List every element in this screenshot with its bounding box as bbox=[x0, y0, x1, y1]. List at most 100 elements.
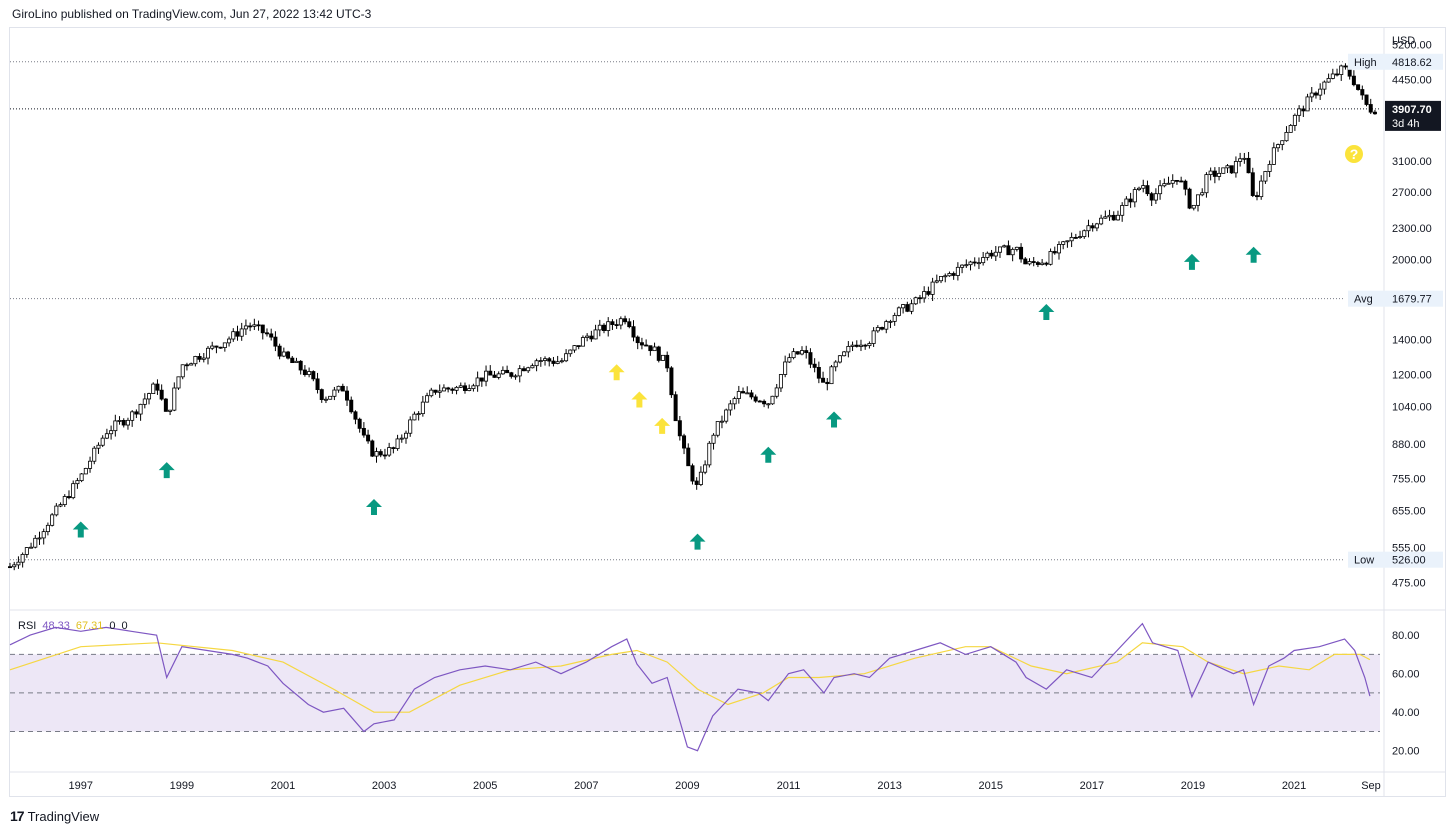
candle-body bbox=[660, 354, 665, 361]
candle-body bbox=[1111, 214, 1116, 221]
candles-layer bbox=[7, 60, 1377, 571]
rsi-tick-label: 40.00 bbox=[1392, 707, 1420, 719]
candle-body bbox=[1343, 65, 1348, 68]
rsi-ma-value: 67.31 bbox=[75, 620, 104, 632]
countdown-value: 3d 4h bbox=[1392, 118, 1420, 130]
candle-body bbox=[1149, 193, 1154, 201]
candle-body bbox=[854, 344, 859, 347]
candle-body bbox=[1217, 172, 1222, 177]
time-tick-label: 2009 bbox=[675, 780, 699, 792]
rsi-label: RSI bbox=[18, 620, 37, 632]
candle-body bbox=[45, 524, 50, 533]
candle-body bbox=[353, 411, 358, 420]
candle-body bbox=[29, 546, 34, 549]
rsi-extra-1: 0 bbox=[109, 620, 116, 632]
candle-body bbox=[559, 360, 564, 363]
candle-body bbox=[1246, 157, 1251, 174]
candle-body bbox=[1305, 96, 1310, 112]
candle-body bbox=[425, 395, 430, 403]
rsi-line bbox=[9, 622, 1371, 752]
candle-body bbox=[972, 261, 977, 264]
candle-body bbox=[1326, 78, 1331, 83]
candle-body bbox=[922, 291, 927, 299]
candle-body bbox=[1372, 111, 1377, 115]
publish-info: GiroLino published on TradingView.com, J… bbox=[12, 7, 372, 21]
candle-body bbox=[467, 388, 472, 391]
candle-body bbox=[315, 378, 320, 391]
candle-body bbox=[947, 273, 952, 277]
price-tick-label: 555.00 bbox=[1392, 543, 1426, 555]
candle-body bbox=[1137, 187, 1142, 190]
candle-body bbox=[75, 480, 80, 485]
candle-body bbox=[1082, 230, 1087, 238]
time-tick-label: 2015 bbox=[978, 780, 1002, 792]
time-tick-label: 1997 bbox=[69, 780, 93, 792]
candle-body bbox=[1259, 180, 1264, 198]
candle-body bbox=[1297, 108, 1302, 116]
candle-body bbox=[214, 345, 219, 348]
candle-body bbox=[1368, 104, 1373, 113]
candle-body bbox=[808, 352, 813, 365]
candle-body bbox=[104, 433, 109, 439]
candle-body bbox=[909, 303, 914, 312]
tradingview-logo-icon: 17 bbox=[10, 808, 25, 824]
candle-body bbox=[252, 324, 257, 327]
candle-body bbox=[336, 385, 341, 391]
candle-body bbox=[340, 385, 345, 392]
candle-body bbox=[989, 252, 994, 257]
candle-body bbox=[690, 465, 695, 482]
candle-body bbox=[134, 411, 139, 415]
candle-body bbox=[496, 373, 501, 378]
candle-body bbox=[538, 360, 543, 362]
rsi-layer bbox=[9, 622, 1371, 752]
candle-body bbox=[12, 564, 17, 568]
price-tick-label: 475.00 bbox=[1392, 578, 1426, 590]
candle-body bbox=[998, 246, 1003, 253]
price-tick-label: 3100.00 bbox=[1392, 156, 1432, 168]
candle-body bbox=[1073, 236, 1078, 239]
candle-body bbox=[564, 353, 569, 362]
candle-body bbox=[665, 354, 670, 369]
candle-body bbox=[981, 257, 986, 264]
candle-body bbox=[33, 537, 38, 548]
candle-body bbox=[391, 447, 396, 449]
candle-body bbox=[698, 471, 703, 485]
candle-body bbox=[433, 389, 438, 393]
candle-body bbox=[1086, 225, 1091, 232]
candle-body bbox=[555, 361, 560, 364]
time-tick-label: 2017 bbox=[1080, 780, 1104, 792]
candle-body bbox=[1221, 167, 1226, 174]
candle-body bbox=[875, 327, 880, 332]
candle-body bbox=[479, 377, 484, 382]
candle-body bbox=[382, 454, 387, 457]
candle-body bbox=[825, 381, 830, 385]
candle-body bbox=[741, 391, 746, 394]
candle-body bbox=[239, 328, 244, 337]
candle-body bbox=[1124, 198, 1129, 206]
candle-body bbox=[484, 370, 489, 382]
candle-body bbox=[269, 333, 274, 338]
candle-body bbox=[1212, 170, 1217, 177]
candle-body bbox=[846, 346, 851, 353]
candle-body bbox=[374, 451, 379, 457]
candle-body bbox=[707, 442, 712, 466]
candle-body bbox=[1360, 89, 1365, 96]
candle-body bbox=[125, 419, 130, 426]
candle-body bbox=[399, 437, 404, 440]
candle-body bbox=[1263, 171, 1268, 182]
candle-body bbox=[1225, 165, 1230, 169]
candle-body bbox=[762, 400, 767, 405]
candle-body bbox=[138, 403, 143, 415]
time-tick-label: 2019 bbox=[1181, 780, 1205, 792]
candle-body bbox=[602, 324, 607, 331]
candle-body bbox=[332, 389, 337, 397]
candle-body bbox=[1187, 188, 1192, 209]
candle-body bbox=[201, 357, 206, 360]
price-tick-label: 4450.00 bbox=[1392, 75, 1432, 87]
candle-body bbox=[770, 395, 775, 405]
candle-body bbox=[37, 537, 42, 540]
candle-body bbox=[610, 321, 615, 325]
grid-layer bbox=[9, 27, 1446, 797]
candle-body bbox=[366, 434, 371, 442]
